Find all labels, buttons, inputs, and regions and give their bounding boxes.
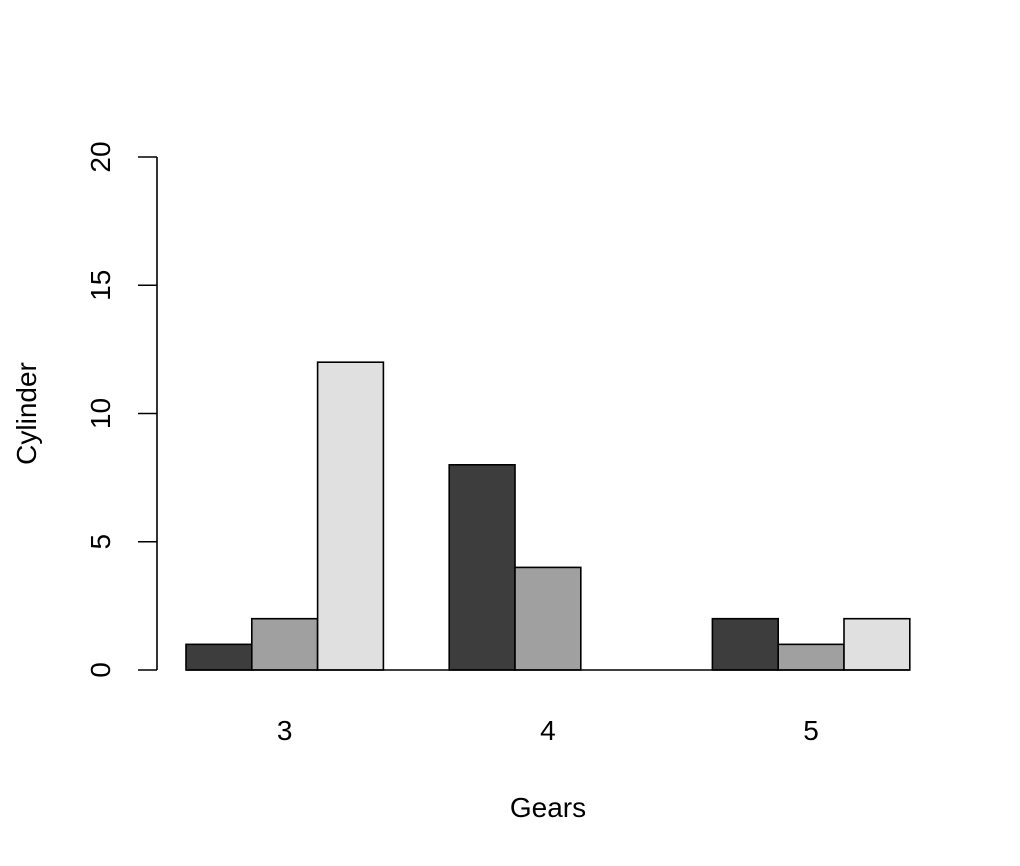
y-tick-label: 10 [85,398,116,429]
x-tick-label: 3 [277,715,293,746]
bar-gear-4-series-2 [514,566,582,671]
bar-gear-3-series-1 [185,643,253,671]
bar-gear-3-series-3 [316,361,385,671]
bar-gear-5-series-3 [843,617,911,671]
y-tick-label: 20 [85,141,116,172]
y-tick-label: 5 [85,534,116,550]
y-axis-title: Cylinder [11,362,42,465]
bar-gear-5-series-2 [777,643,845,671]
y-axis: 0 5 10 15 20 [85,141,158,678]
bar-gear-3-series-2 [251,617,319,671]
y-tick-label: 15 [85,270,116,301]
bars-group [185,361,911,671]
bar-gear-4-series-1 [448,463,516,671]
bar-gear-5-series-1 [711,617,780,671]
x-tick-label: 4 [540,715,556,746]
x-axis-title: Gears [510,792,586,823]
y-tick-label: 0 [85,662,116,678]
x-tick-label: 5 [803,715,819,746]
x-axis: 3 4 5 [186,669,910,746]
